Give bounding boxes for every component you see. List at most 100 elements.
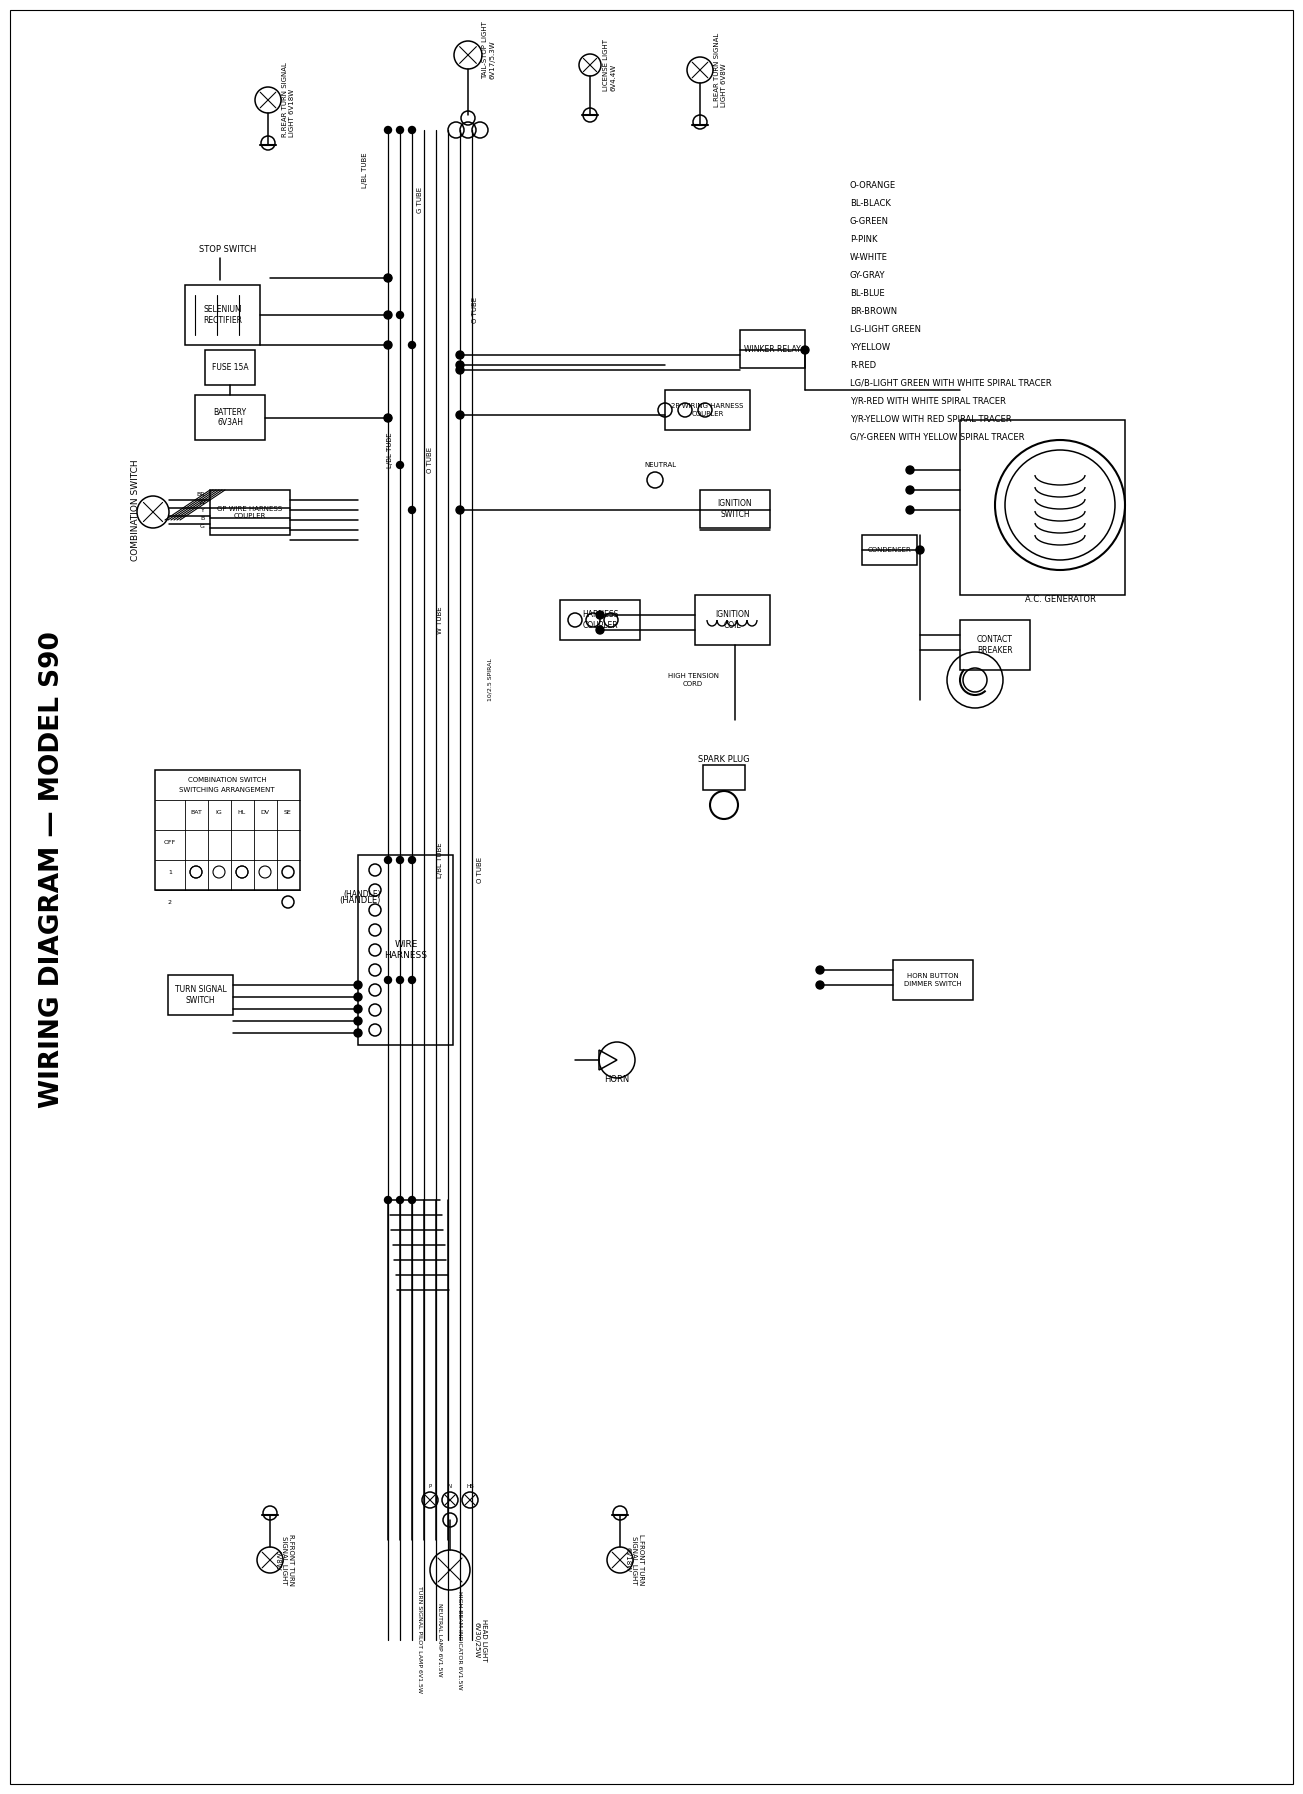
Circle shape (384, 856, 391, 863)
Circle shape (456, 506, 464, 515)
Circle shape (384, 310, 392, 319)
Text: A.C. GENERATOR: A.C. GENERATOR (1024, 596, 1096, 605)
Text: W: W (199, 501, 205, 506)
Text: 2: 2 (168, 899, 172, 904)
Circle shape (916, 545, 924, 554)
Text: CONTACT
BREAKER: CONTACT BREAKER (977, 635, 1012, 655)
Circle shape (354, 1005, 362, 1014)
Text: WIRE
HARNESS: WIRE HARNESS (384, 940, 427, 960)
Circle shape (409, 127, 416, 133)
Circle shape (384, 414, 391, 422)
Text: NEUTRAL: NEUTRAL (644, 463, 676, 468)
Bar (893, 960, 973, 999)
Text: GP WIRE HARNESS
COUPLER: GP WIRE HARNESS COUPLER (218, 506, 283, 518)
Text: SE: SE (284, 809, 292, 814)
Bar (665, 389, 751, 431)
Circle shape (384, 976, 391, 983)
Text: P: P (429, 1484, 431, 1489)
Text: CONDENSER: CONDENSER (868, 547, 911, 553)
Circle shape (396, 127, 404, 133)
Bar (358, 856, 453, 1044)
Bar (863, 535, 917, 565)
Bar (700, 490, 770, 527)
Text: FUSE 15A: FUSE 15A (211, 362, 249, 371)
Text: IGNITION
COIL: IGNITION COIL (715, 610, 749, 630)
Text: Y/R-RED WITH WHITE SPIRAL TRACER: Y/R-RED WITH WHITE SPIRAL TRACER (850, 396, 1006, 405)
Text: GY-GRAY: GY-GRAY (850, 271, 886, 280)
Text: HEAD LIGHT
6V30/25W: HEAD LIGHT 6V30/25W (473, 1618, 486, 1661)
Text: 10/2.5 SPIRAL: 10/2.5 SPIRAL (487, 658, 493, 701)
Text: W-WHITE: W-WHITE (850, 253, 887, 262)
Circle shape (409, 976, 416, 983)
Text: HL: HL (238, 809, 246, 814)
Bar (168, 974, 233, 1015)
Circle shape (384, 274, 391, 282)
Text: R-RED: R-RED (850, 361, 876, 370)
Text: IGNITION
SWITCH: IGNITION SWITCH (718, 499, 752, 518)
Bar (960, 621, 1029, 669)
Circle shape (396, 1197, 404, 1204)
Circle shape (384, 274, 392, 282)
Text: (HANDLE): (HANDLE) (343, 890, 380, 899)
Text: O TUBE: O TUBE (427, 447, 433, 474)
Text: HIGH BEAM INDICATOR 6V1.5W: HIGH BEAM INDICATOR 6V1.5W (457, 1591, 463, 1690)
Text: Y/R-YELLOW WITH RED SPIRAL TRACER: Y/R-YELLOW WITH RED SPIRAL TRACER (850, 414, 1011, 423)
Text: BR: BR (197, 493, 205, 497)
Text: COMBINATION SWITCH: COMBINATION SWITCH (130, 459, 139, 562)
Circle shape (354, 1017, 362, 1024)
Text: Y-YELLOW: Y-YELLOW (850, 343, 890, 352)
Text: WINKER RELAY: WINKER RELAY (744, 344, 801, 353)
Bar (560, 599, 640, 640)
Text: O TUBE: O TUBE (472, 298, 478, 323)
Circle shape (409, 341, 416, 348)
Circle shape (396, 312, 404, 319)
Text: G TUBE: G TUBE (417, 187, 423, 213)
Circle shape (396, 976, 404, 983)
Bar (155, 770, 300, 890)
Text: OFF: OFF (164, 840, 176, 845)
Text: R.FRONT TURN
SIGNAL LIGHT
6V8W: R.FRONT TURN SIGNAL LIGHT 6V8W (274, 1534, 294, 1586)
Text: G: G (201, 524, 205, 529)
Text: (HANDLE): (HANDLE) (339, 895, 380, 904)
Circle shape (595, 626, 605, 633)
Text: SELENIUM
RECTIFIER: SELENIUM RECTIFIER (203, 305, 242, 325)
Text: LG-LIGHT GREEN: LG-LIGHT GREEN (850, 325, 921, 334)
Bar (704, 764, 745, 789)
Circle shape (906, 466, 913, 474)
Text: 2P WIRING HARNESS
COUPLER: 2P WIRING HARNESS COUPLER (671, 404, 744, 416)
Circle shape (595, 612, 605, 619)
Circle shape (354, 981, 362, 988)
Circle shape (384, 414, 392, 422)
Text: 1: 1 (168, 870, 172, 874)
Text: LICENSE LIGHT
6V4.4W: LICENSE LIGHT 6V4.4W (603, 39, 616, 91)
Bar (960, 420, 1124, 596)
Circle shape (354, 1030, 362, 1037)
Circle shape (906, 506, 913, 515)
Text: O-ORANGE: O-ORANGE (850, 181, 896, 190)
Circle shape (396, 856, 404, 863)
Text: L/BL TUBE: L/BL TUBE (387, 432, 394, 468)
Circle shape (384, 341, 392, 350)
Text: W TUBE: W TUBE (437, 606, 443, 633)
Bar (205, 350, 255, 386)
Text: L/BL TUBE: L/BL TUBE (362, 152, 367, 188)
Text: R.REAR TURN SIGNAL
LIGHT 6V18W: R.REAR TURN SIGNAL LIGHT 6V18W (281, 63, 294, 138)
Text: SWITCHING ARRANGEMENT: SWITCHING ARRANGEMENT (180, 788, 275, 793)
Text: BATTERY
6V3AH: BATTERY 6V3AH (214, 407, 246, 427)
Text: NEUTRAL LAMP 6V1.5W: NEUTRAL LAMP 6V1.5W (438, 1604, 443, 1677)
Circle shape (906, 486, 913, 493)
Text: B: B (201, 517, 205, 522)
Circle shape (409, 856, 416, 863)
Text: HB: HB (466, 1484, 474, 1489)
Text: BAT: BAT (190, 809, 202, 814)
Circle shape (456, 411, 464, 420)
Text: BL-BLACK: BL-BLACK (850, 199, 891, 208)
Text: O TUBE: O TUBE (477, 858, 483, 883)
Text: HORN: HORN (605, 1075, 629, 1085)
Text: TURN SIGNAL
SWITCH: TURN SIGNAL SWITCH (175, 985, 227, 1005)
Text: HORN BUTTON
DIMMER SWITCH: HORN BUTTON DIMMER SWITCH (904, 974, 962, 987)
Text: LG/B-LIGHT GREEN WITH WHITE SPIRAL TRACER: LG/B-LIGHT GREEN WITH WHITE SPIRAL TRACE… (850, 379, 1052, 388)
Text: Y: Y (201, 508, 205, 513)
Text: G/Y-GREEN WITH YELLOW SPIRAL TRACER: G/Y-GREEN WITH YELLOW SPIRAL TRACER (850, 432, 1024, 441)
Text: TURN SIGNAL PILOT LAMP 6V1.5W: TURN SIGNAL PILOT LAMP 6V1.5W (417, 1586, 422, 1694)
